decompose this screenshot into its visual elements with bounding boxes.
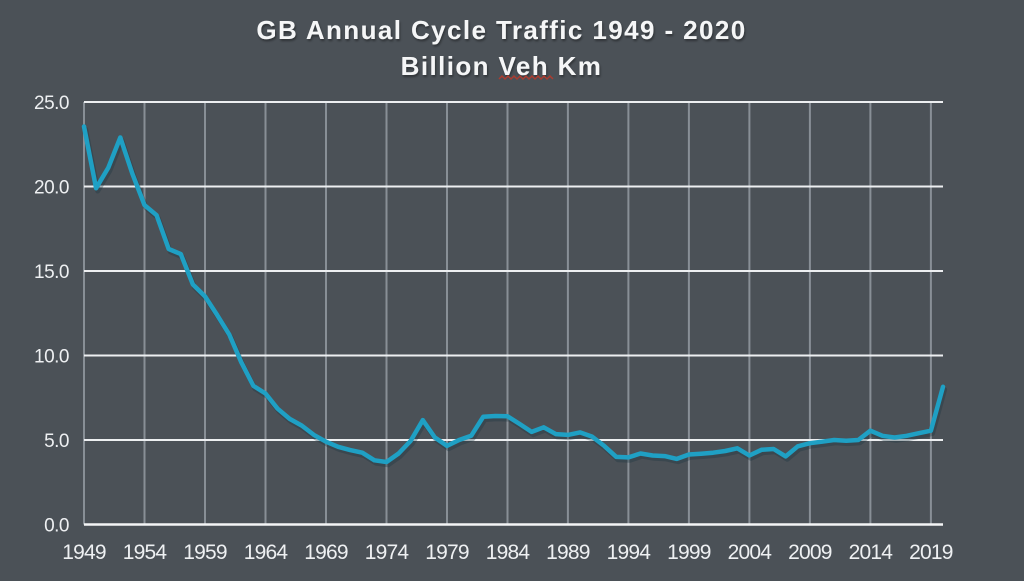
svg-text:1959: 1959	[183, 541, 227, 564]
svg-text:GB Annual Cycle Traffic 1949 -: GB Annual Cycle Traffic 1949 - 2020	[256, 15, 746, 45]
svg-text:1974: 1974	[365, 541, 410, 564]
svg-text:1964: 1964	[244, 541, 289, 564]
svg-text:2004: 2004	[728, 541, 773, 564]
svg-text:2014: 2014	[849, 541, 894, 564]
svg-text:1979: 1979	[425, 541, 469, 564]
svg-text:1954: 1954	[123, 541, 168, 564]
svg-text:15.0: 15.0	[34, 262, 69, 283]
svg-text:1984: 1984	[486, 541, 531, 564]
svg-text:5.0: 5.0	[44, 431, 69, 452]
svg-text:1969: 1969	[304, 541, 348, 564]
svg-text:20.0: 20.0	[34, 178, 69, 199]
svg-text:25.0: 25.0	[34, 93, 69, 114]
svg-text:2019: 2019	[909, 541, 953, 564]
svg-text:10.0: 10.0	[34, 347, 69, 368]
svg-text:2009: 2009	[788, 541, 832, 564]
svg-text:1999: 1999	[667, 541, 711, 564]
svg-text:Billion Veh Km: Billion Veh Km	[401, 51, 603, 81]
svg-text:1949: 1949	[62, 541, 106, 564]
svg-text:1989: 1989	[546, 541, 590, 564]
svg-text:0.0: 0.0	[44, 516, 69, 537]
svg-text:1994: 1994	[607, 541, 652, 564]
